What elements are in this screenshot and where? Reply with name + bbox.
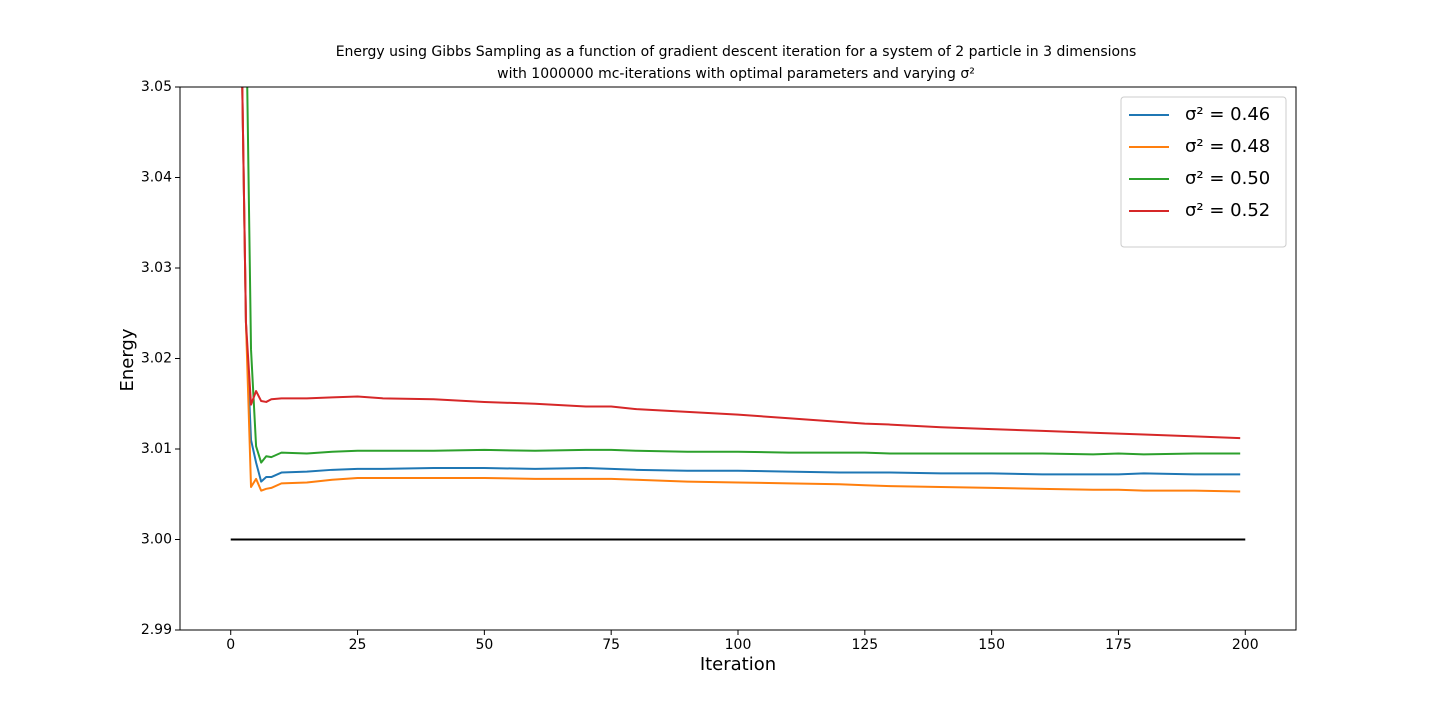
x-tick-label: 0 bbox=[226, 637, 235, 653]
y-tick-label: 3.02 bbox=[141, 351, 172, 367]
y-tick-label: 3.03 bbox=[141, 260, 172, 276]
y-tick-label: 3.05 bbox=[141, 79, 172, 95]
y-tick-label: 3.04 bbox=[141, 170, 172, 186]
y-tick-label: 2.99 bbox=[141, 622, 172, 638]
series-line bbox=[241, 87, 1241, 440]
axes-frame bbox=[179, 86, 1297, 631]
legend-label: σ² = 0.48 bbox=[1185, 136, 1270, 157]
plot-area bbox=[230, 87, 1246, 541]
x-tick-label: 50 bbox=[475, 637, 493, 653]
chart-title: Energy using Gibbs Sampling as a functio… bbox=[336, 44, 1137, 60]
legend-label: σ² = 0.52 bbox=[1185, 200, 1270, 221]
series-line bbox=[246, 87, 1241, 464]
y-tick-label: 3.01 bbox=[141, 441, 172, 457]
x-tick-label: 75 bbox=[602, 637, 620, 653]
series-line bbox=[241, 87, 1241, 483]
x-tick-label: 125 bbox=[851, 637, 878, 653]
x-axis-label: Iteration bbox=[700, 654, 776, 675]
legend-box bbox=[1120, 96, 1287, 248]
legend-label: σ² = 0.46 bbox=[1185, 104, 1270, 125]
series-line bbox=[241, 87, 1241, 493]
x-tick-label: 100 bbox=[725, 637, 752, 653]
y-axis-label: Energy bbox=[117, 328, 138, 391]
y-tick-label: 3.00 bbox=[141, 532, 172, 548]
x-tick-label: 175 bbox=[1105, 637, 1132, 653]
x-tick-label: 25 bbox=[349, 637, 367, 653]
chart-subtitle: with 1000000 mc-iterations with optimal … bbox=[497, 66, 975, 82]
x-tick-label: 150 bbox=[978, 637, 1005, 653]
x-tick-label: 200 bbox=[1232, 637, 1259, 653]
legend-label: σ² = 0.50 bbox=[1185, 168, 1270, 189]
